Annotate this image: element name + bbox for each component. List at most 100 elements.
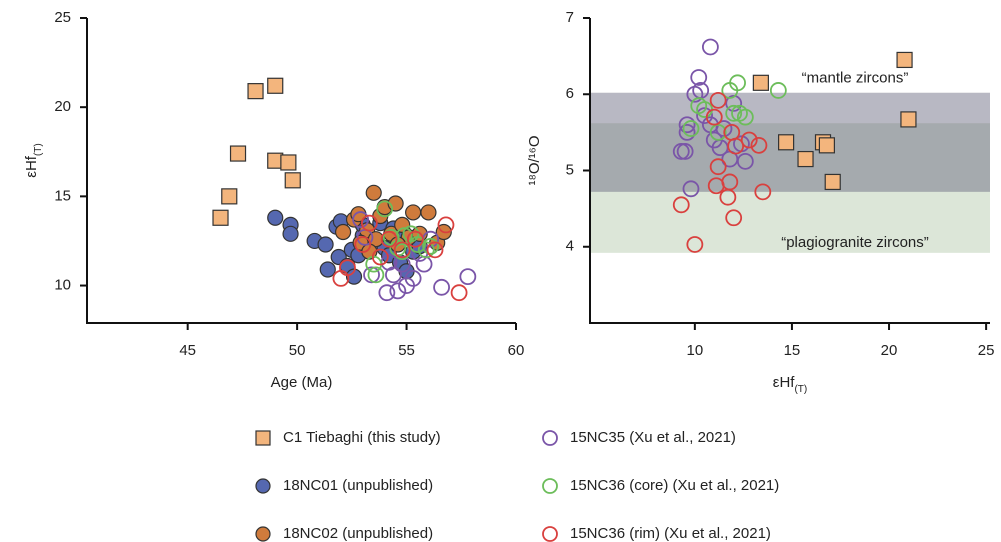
point [824,173,841,191]
point [459,268,477,286]
x-tick-label: 20 [881,342,898,359]
x-tick-label: 60 [508,342,525,359]
xlabel-label: Age (Ma) [271,374,333,391]
legend-label: 15NC35 (Xu et al., 2021) [570,429,736,446]
legend-marker [542,478,558,494]
point [818,137,835,154]
point [437,216,455,234]
point [360,214,378,232]
point [367,266,385,284]
point [705,108,723,126]
point [317,236,334,253]
y-tick-label: 6 [566,85,574,102]
point [389,282,407,300]
point [433,278,450,296]
point [404,270,422,287]
y-tick-label: 4 [566,238,574,255]
point [284,172,301,189]
point [339,259,356,277]
x-tick-label: 50 [289,342,306,359]
y-tick-label: 20 [54,98,71,115]
band-label: “plagiogranite zircons” [781,234,929,251]
point [900,111,917,128]
legend-label: 18NC02 (unpublished) [283,525,433,542]
point [731,104,748,122]
legend-label: 18NC01 (unpublished) [283,477,433,494]
point [229,145,247,162]
legend-marker [542,526,558,542]
xlabel-label-sub: (T) [794,384,807,395]
legend-marker [255,430,271,446]
legend-marker [255,478,271,494]
point [678,123,696,141]
point [672,196,690,214]
x-tick-label: 55 [398,342,415,359]
point [363,266,380,284]
point [672,143,690,160]
point [701,38,719,56]
legend-label: 15NC36 (core) (Xu et al., 2021) [570,477,779,494]
point [740,131,758,149]
point [221,188,238,205]
point [754,183,772,201]
point [450,284,468,302]
band-label: “mantle zircons” [802,70,909,87]
legend-label: 15NC36 (rim) (Xu et al., 2021) [570,525,771,542]
point [393,241,411,259]
point [725,104,743,122]
point [729,74,746,92]
point [371,248,389,266]
xlabel-label: εHf(T) [773,374,807,395]
xlabel-label-main: Age (Ma) [271,374,333,391]
point [736,152,754,170]
point [750,136,768,154]
ylabel-label: ¹⁸O/¹⁶O [526,136,543,186]
point [354,236,372,253]
point [676,143,694,160]
point [380,230,398,248]
point [896,51,913,69]
point [426,241,444,259]
point [709,123,727,141]
point [282,225,299,242]
ylabel-label-sub: (T) [33,143,44,156]
point [280,154,297,171]
point [247,83,264,100]
legend-label: C1 Tiebaghi (this study) [283,429,441,446]
point [378,284,396,302]
point [267,77,284,94]
point [725,209,743,227]
point [334,223,352,241]
x-tick-label: 15 [784,342,801,359]
legend-marker [542,430,558,446]
point [405,204,422,221]
point [690,69,708,86]
point [365,184,382,201]
xlabel-label-main: εHf [773,374,796,391]
point [422,237,440,255]
y-tick-label: 25 [54,9,71,26]
point [686,85,704,103]
point [769,82,787,99]
point [417,241,435,259]
point [778,134,795,151]
point [682,120,700,137]
point [212,209,229,226]
y-tick-label: 10 [54,277,71,294]
point [696,107,713,124]
legend-marker [255,526,271,542]
point [797,150,814,168]
point [376,200,394,218]
ylabel-label-main: εHf [23,155,40,178]
point [267,209,284,226]
point [723,123,741,141]
point [709,91,727,109]
x-tick-label: 10 [687,342,704,359]
x-tick-label: 25 [978,342,995,359]
y-tick-label: 15 [54,187,71,204]
point [686,236,704,253]
point [678,116,696,134]
point [709,158,727,176]
ylabel-label-main: ¹⁸O/¹⁶O [526,136,543,186]
